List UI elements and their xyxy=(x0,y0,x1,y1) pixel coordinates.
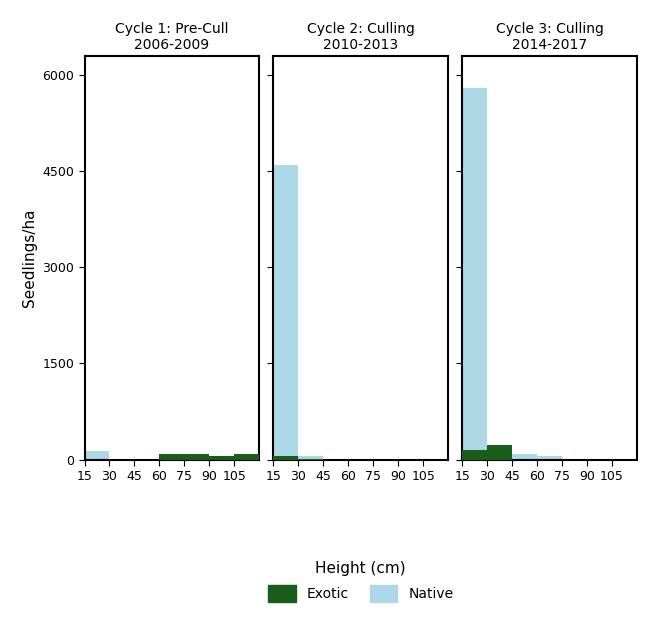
Bar xyxy=(487,445,512,460)
Bar xyxy=(185,454,209,460)
Bar xyxy=(512,455,537,460)
Bar xyxy=(298,456,323,460)
Legend: Exotic, Native: Exotic, Native xyxy=(262,580,460,608)
Title: Cycle 3: Culling
2014-2017: Cycle 3: Culling 2014-2017 xyxy=(496,22,603,52)
Bar xyxy=(209,456,235,460)
Bar xyxy=(235,454,259,460)
Bar xyxy=(159,454,185,460)
Bar xyxy=(462,88,487,460)
Text: Height (cm): Height (cm) xyxy=(315,561,406,576)
Title: Cycle 1: Pre-Cull
2006-2009: Cycle 1: Pre-Cull 2006-2009 xyxy=(115,22,229,52)
Bar xyxy=(84,451,109,460)
Bar xyxy=(274,165,298,460)
Bar xyxy=(537,456,562,460)
Bar xyxy=(487,445,512,460)
Bar xyxy=(462,450,487,460)
Y-axis label: Seedlings/ha: Seedlings/ha xyxy=(21,209,36,307)
Bar xyxy=(274,456,298,460)
Title: Cycle 2: Culling
2010-2013: Cycle 2: Culling 2010-2013 xyxy=(307,22,415,52)
